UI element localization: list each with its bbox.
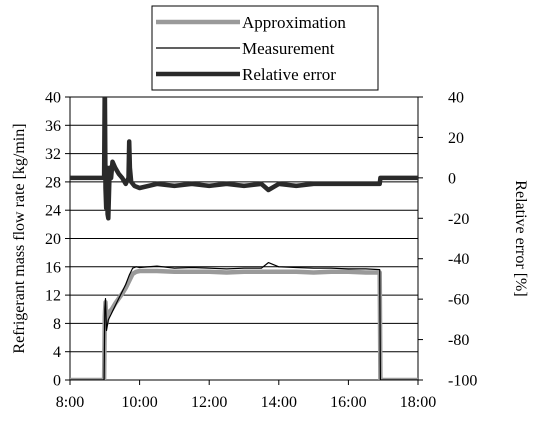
series-layer (70, 97, 418, 380)
left-tick-label: 24 (45, 203, 61, 220)
left-axis-ticks: 0 4 8 12 16 20 24 28 32 36 40 (45, 90, 70, 390)
left-tick-label: 32 (45, 146, 61, 163)
left-tick-label: 40 (45, 90, 61, 107)
legend: Approximation Measurement Relative error (151, 5, 379, 91)
x-axis-ticks: 8:00 10:00 12:00 14:00 16:00 18:00 (56, 380, 436, 411)
legend-label-measurement: Measurement (242, 39, 335, 58)
x-tick-label: 16:00 (330, 394, 366, 411)
legend-label-relative-error: Relative error (242, 65, 336, 84)
left-tick-label: 0 (53, 373, 61, 390)
right-tick-label: -20 (448, 211, 469, 228)
right-axis-title: Relative error [%] (512, 180, 529, 296)
x-tick-label: 14:00 (261, 394, 297, 411)
left-axis-title: Refrigerant mass flow rate [kg/min] (11, 123, 28, 353)
right-tick-label: -80 (448, 332, 469, 349)
x-tick-label: 18:00 (400, 394, 436, 411)
right-tick-label: 20 (448, 130, 464, 147)
right-axis-ticks: -100 -80 -60 -40 -20 0 20 40 (418, 90, 477, 390)
series-measurement-line (70, 262, 418, 380)
series-relative-error-line (70, 97, 418, 221)
left-tick-label: 28 (45, 174, 61, 191)
left-tick-label: 12 (45, 288, 61, 305)
series-approximation-line (70, 268, 418, 380)
right-tick-label: 40 (448, 90, 464, 107)
right-tick-label: -40 (448, 251, 469, 268)
left-tick-label: 4 (53, 344, 61, 361)
left-tick-label: 36 (45, 118, 61, 135)
x-tick-label: 8:00 (56, 394, 84, 411)
grid-lines (70, 124, 418, 353)
legend-label-approximation: Approximation (242, 13, 346, 32)
right-tick-label: -100 (448, 373, 477, 390)
left-tick-label: 20 (45, 231, 61, 248)
left-tick-label: 16 (45, 259, 61, 276)
x-tick-label: 12:00 (191, 394, 227, 411)
right-tick-label: 0 (448, 170, 456, 187)
x-tick-label: 10:00 (121, 394, 157, 411)
right-tick-label: -60 (448, 292, 469, 309)
left-tick-label: 8 (53, 316, 61, 333)
